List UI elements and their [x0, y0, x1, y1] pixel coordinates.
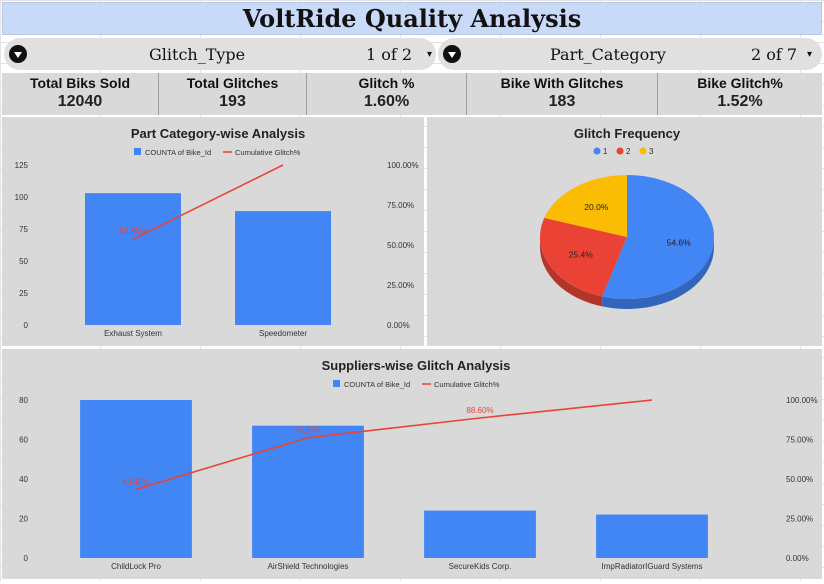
data-label: 43.45%	[122, 477, 149, 486]
filter-count: 2 of 7	[751, 44, 798, 64]
x-tick-label: ChildLock Pro	[111, 562, 161, 571]
kpi-label: Glitch %	[358, 75, 415, 91]
dashboard-title: VoltRide Quality Analysis	[242, 4, 582, 33]
data-label: 53.65%	[119, 227, 146, 236]
kpi-value: 183	[548, 93, 576, 110]
pie-slice	[602, 175, 714, 299]
kpi-label: Bike With Glitches	[500, 75, 624, 91]
bar	[596, 514, 708, 558]
filter-label: Part_Category	[550, 44, 666, 64]
legend-label: Cumulative Glitch%	[235, 148, 301, 157]
dashboard-title-bar: VoltRide Quality Analysis	[2, 2, 822, 35]
legend-label: COUNTA of Bike_Id	[344, 380, 410, 389]
cumulative-line	[132, 164, 284, 240]
bar	[424, 510, 536, 558]
x-tick-label: Speedometer	[259, 329, 307, 338]
kpi-bike-with-glitches: Bike With Glitches 183	[467, 73, 658, 115]
legend-label: 2	[626, 147, 631, 156]
kpi-value: 1.52%	[717, 93, 763, 110]
legend-label: 1	[603, 147, 608, 156]
y2-tick-label: 75.00%	[786, 436, 813, 445]
y2-tick-label: 25.00%	[786, 515, 813, 524]
pie-slice-side	[602, 237, 714, 309]
y2-tick-label: 25.00%	[387, 281, 414, 290]
kpi-bike-glitch-percent: Bike Glitch% 1.52%	[658, 73, 822, 115]
legend-swatch-bar	[134, 148, 141, 155]
kpi-glitch-percent: Glitch % 1.60%	[307, 73, 467, 115]
y2-tick-label: 50.00%	[786, 475, 813, 484]
y-tick-label: 125	[15, 161, 29, 170]
pie-slice	[544, 175, 627, 237]
legend-swatch	[639, 147, 647, 155]
chart-title: Part Category-wise Analysis	[131, 126, 305, 141]
pie-slice	[540, 217, 627, 297]
legend-label: COUNTA of Bike_Id	[145, 148, 211, 157]
chart-title: Glitch Frequency	[574, 126, 681, 141]
filter-part-category[interactable]: Part_Category 2 of 7 ▾	[438, 38, 822, 70]
kpi-value: 12040	[57, 93, 103, 110]
part-category-chart-panel: Part Category-wise Analysis COUNTA of Bi…	[2, 117, 424, 346]
y2-tick-label: 100.00%	[786, 396, 818, 405]
legend-label: 3	[649, 147, 654, 156]
y-tick-label: 60	[19, 436, 28, 445]
filter-count: 1 of 2	[366, 44, 413, 64]
y-tick-label: 100	[15, 193, 29, 202]
x-tick-label: SecureKids Corp.	[449, 562, 512, 571]
y-tick-label: 20	[19, 515, 28, 524]
y2-tick-label: 75.00%	[387, 201, 414, 210]
bar	[252, 425, 364, 558]
x-tick-label: Exhaust System	[104, 329, 162, 338]
kpi-label: Total Glitches	[186, 75, 279, 91]
y2-tick-label: 100.00%	[387, 161, 419, 170]
y-tick-label: 50	[19, 257, 28, 266]
bar	[80, 400, 192, 558]
part-category-chart: Part Category-wise Analysis COUNTA of Bi…	[15, 126, 419, 338]
chart-legend: COUNTA of Bike_Id Cumulative Glitch%	[333, 380, 500, 389]
chevron-down-icon[interactable]: ▾	[427, 48, 433, 60]
pie-data-label: 54.6%	[667, 237, 692, 247]
kpi-row: Total Biks Sold 12040 Total Glitches 193…	[2, 73, 822, 115]
y-tick-label: 25	[19, 289, 28, 298]
pie-data-label: 20.0%	[584, 202, 609, 212]
chart-title: Suppliers-wise Glitch Analysis	[322, 358, 511, 373]
suppliers-chart: Suppliers-wise Glitch Analysis COUNTA of…	[19, 358, 818, 571]
y2-tick-label: 50.00%	[387, 241, 414, 250]
kpi-value: 1.60%	[363, 93, 410, 110]
data-label: 88.60%	[466, 406, 493, 415]
cumulative-line	[135, 399, 653, 491]
kpi-total-glitches: Total Glitches 193	[159, 73, 307, 115]
pie-slice-side	[540, 237, 603, 307]
kpi-label: Bike Glitch%	[697, 75, 783, 91]
glitch-frequency-chart: Glitch Frequency 1 2 3 54.6% 25.4% 20.0%	[540, 126, 714, 309]
y-tick-label: 0	[24, 321, 29, 330]
bar	[235, 211, 331, 325]
bar	[85, 193, 181, 325]
pie-data-label: 25.4%	[569, 249, 594, 259]
y-tick-label: 0	[24, 554, 29, 563]
x-tick-label: AirShield Technologies	[268, 562, 349, 571]
filter-label: Glitch_Type	[149, 44, 246, 64]
filter-icon[interactable]	[443, 45, 461, 63]
legend-label: Cumulative Glitch%	[434, 380, 500, 389]
legend-swatch-bar	[333, 380, 340, 387]
y-tick-label: 75	[19, 225, 28, 234]
suppliers-chart-panel: Suppliers-wise Glitch Analysis COUNTA of…	[2, 349, 822, 579]
legend-swatch	[616, 147, 624, 155]
y2-tick-label: 0.00%	[786, 554, 809, 563]
filter-icon[interactable]	[9, 45, 27, 63]
y-tick-label: 80	[19, 396, 28, 405]
chart-legend: COUNTA of Bike_Id Cumulative Glitch%	[134, 148, 301, 157]
kpi-value: 193	[219, 93, 246, 110]
kpi-total-bikes-sold: Total Biks Sold 12040	[2, 73, 159, 115]
x-tick-label: ImpRadiatorIGuard Systems	[602, 562, 703, 571]
chevron-down-icon[interactable]: ▾	[807, 48, 813, 60]
legend-swatch	[593, 147, 601, 155]
data-label: 76.17%	[294, 426, 321, 435]
kpi-label: Total Biks Sold	[29, 75, 131, 91]
y-tick-label: 40	[19, 475, 28, 484]
y2-tick-label: 0.00%	[387, 321, 410, 330]
filter-glitch-type[interactable]: Glitch_Type 1 of 2 ▾	[4, 38, 436, 70]
glitch-frequency-chart-panel: Glitch Frequency 1 2 3 54.6% 25.4% 20.0%	[427, 117, 822, 346]
